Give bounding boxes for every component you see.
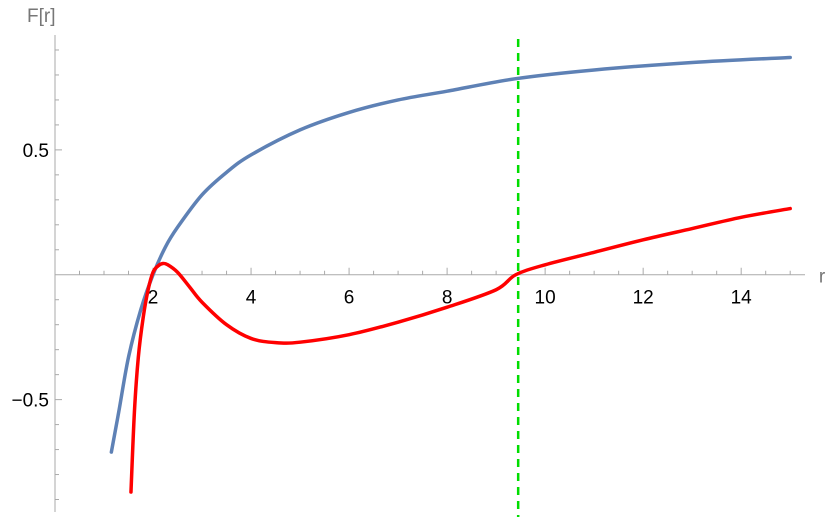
x-tick-label: 8: [442, 288, 453, 309]
x-tick-label: 14: [731, 288, 753, 309]
x-tick-label: 2: [148, 288, 159, 309]
x-tick-label: 6: [344, 288, 355, 309]
series-layer: [109, 55, 792, 494]
y-axis-title: F[r]: [27, 6, 56, 27]
x-tick-label: 12: [633, 288, 654, 309]
series-line-1: [109, 55, 792, 454]
x-axis-title: r: [819, 267, 826, 288]
y-tick-label: 0.5: [23, 141, 49, 162]
x-tick-label: 10: [535, 288, 556, 309]
y-tick-label: −0.5: [11, 391, 49, 412]
x-tick-label: 4: [246, 288, 257, 309]
tick-labels: 2 4 6 8 10 12 14 0.5 −0.5: [11, 141, 752, 412]
series-line-2: [129, 206, 792, 494]
